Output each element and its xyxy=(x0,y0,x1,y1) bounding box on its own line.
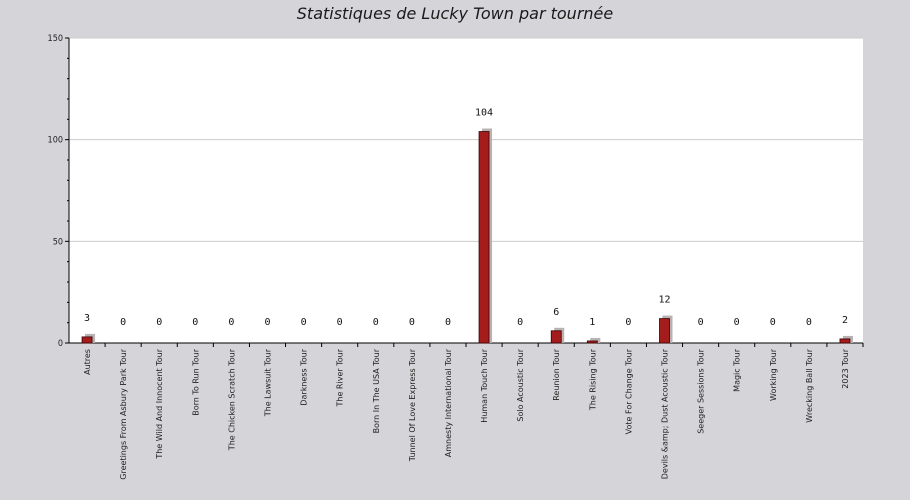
data-label: 0 xyxy=(625,317,631,328)
x-tick-label: The Chicken Scratch Tour xyxy=(227,348,236,451)
bar xyxy=(839,338,851,344)
x-tick-label: Devils &amp; Dust Acoustic Tour xyxy=(661,348,670,479)
bar-shadow xyxy=(590,337,601,343)
data-label: 0 xyxy=(445,317,451,328)
data-label: 0 xyxy=(806,317,812,328)
x-tick-label: Magic Tour xyxy=(733,348,742,392)
x-tick-label: Amnesty International Tour xyxy=(444,348,453,457)
data-label: 12 xyxy=(658,295,670,306)
x-tick-label: Solo Acoustic Tour xyxy=(516,348,525,421)
x-tick-label: The Wild And Innocent Tour xyxy=(155,348,164,459)
data-label: 0 xyxy=(734,317,740,328)
y-tick-label: 100 xyxy=(48,136,63,146)
bar xyxy=(478,131,490,344)
chart-title: Statistiques de Lucky Town par tournée xyxy=(296,4,614,23)
y-tick-label: 50 xyxy=(53,237,63,247)
data-label: 0 xyxy=(228,317,234,328)
bar xyxy=(550,330,562,344)
x-tick-label: Darkness Tour xyxy=(300,348,309,405)
x-tick-label: The River Tour xyxy=(336,348,345,407)
x-tick-label: Human Touch Tour xyxy=(480,348,489,422)
data-label: 104 xyxy=(475,108,493,119)
x-tick-label: The Rising Tour xyxy=(588,348,597,411)
data-label: 2 xyxy=(842,315,848,326)
data-label: 0 xyxy=(337,317,343,328)
x-tick-label: Tunnel Of Love Express Tour xyxy=(408,348,417,462)
x-tick-label: Autres xyxy=(83,349,92,375)
x-tick-label: Reunion Tour xyxy=(552,348,561,400)
data-label: 0 xyxy=(517,317,523,328)
x-tick-label: 2023 Tour xyxy=(841,348,850,388)
plot-area xyxy=(69,38,863,343)
y-tick-label: 0 xyxy=(58,339,63,349)
x-tick-label: Greetings From Asbury Park Tour xyxy=(119,348,128,479)
data-label: 3 xyxy=(84,313,90,324)
data-label: 0 xyxy=(409,317,415,328)
bar xyxy=(586,340,598,344)
data-label: 0 xyxy=(192,317,198,328)
x-tick-label: The Lawsuit Tour xyxy=(264,348,273,417)
x-tick-label: Born In The USA Tour xyxy=(372,348,381,433)
data-label: 0 xyxy=(698,317,704,328)
x-tick-label: Wrecking Ball Tour xyxy=(805,348,814,422)
x-tick-label: Working Tour xyxy=(769,348,778,401)
data-label: 0 xyxy=(301,317,307,328)
y-tick-label: 150 xyxy=(48,34,63,44)
x-tick-label: Born To Run Tour xyxy=(191,348,200,415)
x-tick-label: Seeger Sessions Tour xyxy=(697,348,706,433)
data-label: 0 xyxy=(156,317,162,328)
data-label: 0 xyxy=(120,317,126,328)
bar xyxy=(81,336,93,344)
data-label: 0 xyxy=(264,317,270,328)
x-tick-label: Vote For Change Tour xyxy=(624,348,633,434)
data-label: 6 xyxy=(553,307,559,318)
bar xyxy=(659,318,670,344)
data-label: 1 xyxy=(589,317,595,328)
data-label: 0 xyxy=(770,317,776,328)
data-label: 0 xyxy=(373,317,379,328)
